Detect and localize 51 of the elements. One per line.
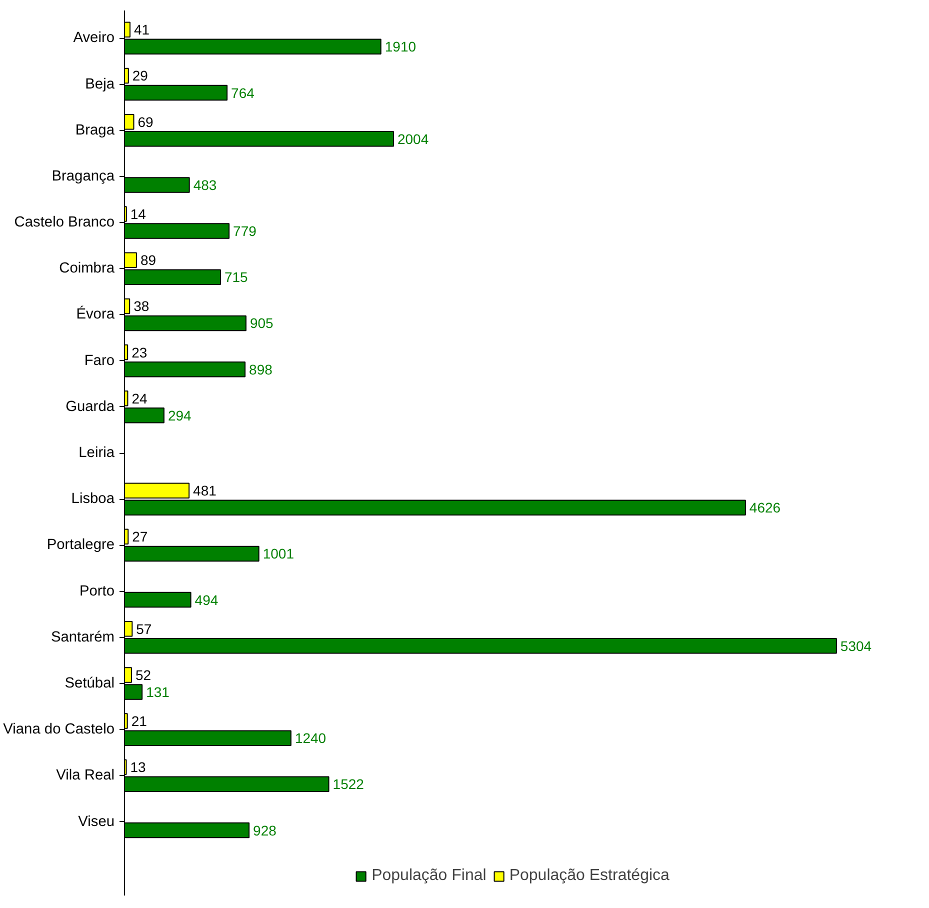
y-tick-label: Évora — [76, 306, 116, 323]
y-tick-label: Aveiro — [73, 30, 115, 46]
data-label: 779 — [233, 223, 257, 240]
legend-label: População Final — [372, 867, 486, 885]
legend-label: População Estratégica — [509, 867, 670, 885]
data-label: 38 — [134, 298, 150, 314]
data-label: 483 — [193, 176, 217, 193]
y-tick-label: Bragança — [52, 168, 116, 184]
data-label: 1240 — [294, 730, 326, 746]
data-label: 13 — [130, 759, 146, 776]
data-label: 24 — [132, 390, 148, 406]
y-tick-label: Faro — [84, 352, 115, 369]
data-label: 52 — [135, 666, 152, 683]
data-label: 928 — [253, 822, 277, 838]
y-tick-label: Setúbal — [64, 675, 115, 692]
data-label: 494 — [194, 592, 218, 608]
y-tick-label: Porto — [79, 583, 114, 600]
data-label: 57 — [136, 620, 152, 637]
data-label: 14 — [130, 206, 146, 222]
y-tick-label: Coimbra — [59, 260, 116, 277]
data-label: 5304 — [840, 638, 872, 654]
data-label: 2004 — [397, 130, 429, 147]
data-label: 23 — [132, 344, 148, 360]
y-tick-label: Portalegre — [46, 537, 115, 554]
data-label: 4626 — [749, 500, 781, 516]
y-tick-label: Santarém — [50, 629, 115, 646]
y-tick-label: Leiria — [78, 445, 116, 461]
y-tick-label: Vila Real — [56, 768, 114, 784]
y-tick-label: Beja — [85, 76, 116, 92]
data-label: 69 — [138, 114, 154, 130]
y-tick-label: Castelo Branco — [14, 214, 115, 231]
data-label: 481 — [193, 482, 217, 499]
data-label: 21 — [131, 713, 148, 730]
data-label: 89 — [140, 252, 156, 268]
data-label: 715 — [224, 269, 248, 286]
data-label: 41 — [134, 22, 150, 38]
y-tick-label: Viseu — [78, 814, 115, 830]
data-label: 29 — [132, 68, 148, 84]
y-tick-label: Guarda — [66, 398, 116, 415]
data-label: 905 — [250, 315, 274, 332]
y-tick-label: Viana do Castelo — [3, 722, 115, 738]
y-tick-label: Lisboa — [71, 491, 116, 508]
data-label: 1001 — [262, 546, 294, 562]
data-label: 1910 — [384, 38, 416, 55]
data-label: 294 — [168, 407, 192, 424]
data-label: 764 — [231, 84, 255, 101]
data-label: 1522 — [332, 776, 364, 792]
data-label: 27 — [132, 528, 148, 545]
data-label: 898 — [249, 361, 273, 378]
data-label: 131 — [146, 684, 170, 700]
y-tick-label: Braga — [75, 122, 116, 138]
